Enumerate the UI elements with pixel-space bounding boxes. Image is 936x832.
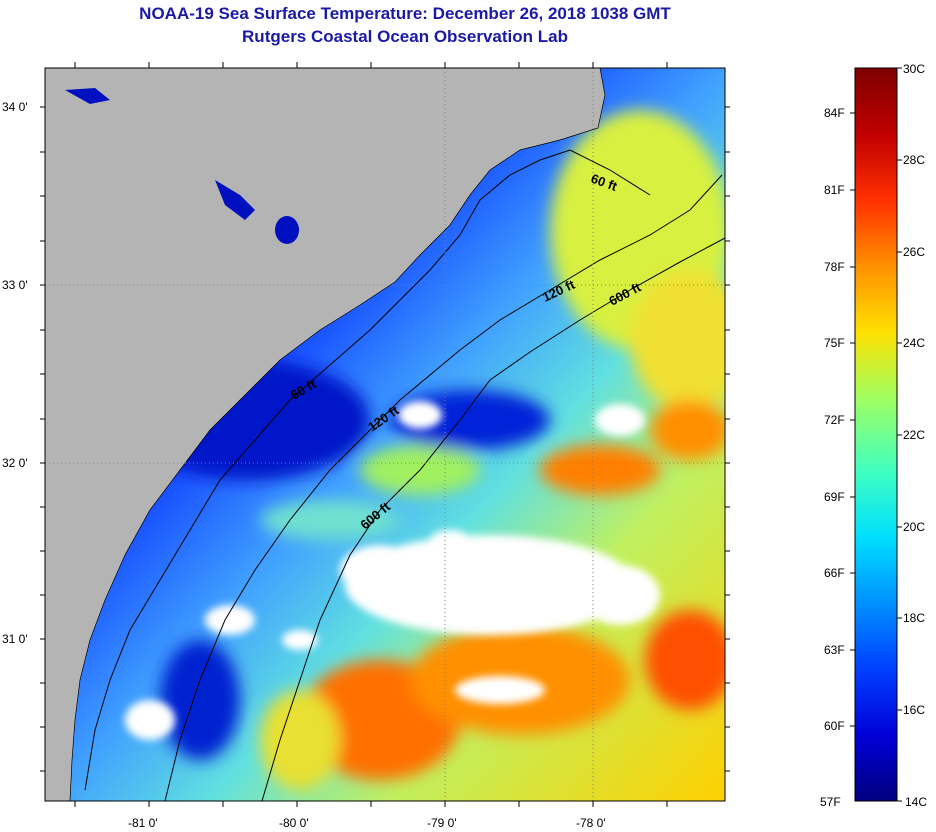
axis-ticks bbox=[40, 62, 730, 807]
lat-label: 34 0' bbox=[2, 100, 28, 114]
colorbar-scale bbox=[854, 67, 898, 802]
sst-patches bbox=[130, 110, 725, 790]
colorbar-c-label: 14C bbox=[905, 795, 928, 809]
colorbar-f-label: 72F bbox=[824, 413, 845, 427]
map-subtitle: Rutgers Coastal Ocean Observation Lab bbox=[242, 27, 568, 46]
colorbar-f-label: 60F bbox=[824, 719, 845, 733]
inland-lake bbox=[275, 216, 299, 244]
inland-water bbox=[65, 88, 110, 104]
colorbar-f-label: 57F bbox=[820, 795, 841, 809]
lat-label: 33 0' bbox=[2, 278, 28, 292]
colorbar-f-label: 63F bbox=[824, 643, 845, 657]
lat-label: 31 0' bbox=[2, 632, 28, 646]
isobath-120ft bbox=[164, 174, 723, 801]
map-title: NOAA-19 Sea Surface Temperature: Decembe… bbox=[139, 4, 671, 23]
colorbar-c-label: 28C bbox=[903, 153, 926, 167]
map-frame bbox=[44, 67, 726, 802]
cloud-mask bbox=[125, 401, 660, 740]
colorbar-ticks bbox=[850, 67, 902, 802]
colorbar-c-label: 18C bbox=[903, 611, 926, 625]
lon-label: -80 0' bbox=[279, 816, 309, 830]
colorbar-f-label: 66F bbox=[824, 566, 845, 580]
colorbar-c-label: 20C bbox=[903, 520, 926, 534]
inland-water bbox=[215, 180, 255, 220]
colorbar-f-label: 75F bbox=[824, 336, 845, 350]
colorbar-f-label: 84F bbox=[824, 106, 845, 120]
graticule bbox=[45, 68, 725, 801]
colorbar-f-label: 81F bbox=[824, 183, 845, 197]
lon-label: -79 0' bbox=[427, 816, 457, 830]
isobath-60ft bbox=[84, 149, 651, 791]
sst-map: 60 ft 120 ft 600 ft 60 ft 120 ft 600 ft bbox=[40, 62, 730, 807]
colorbar-f-label: 78F bbox=[824, 260, 845, 274]
lon-label: -81 0' bbox=[128, 816, 158, 830]
colorbar-c-label: 24C bbox=[903, 336, 926, 350]
land-area bbox=[45, 68, 606, 801]
colorbar-c-label: 22C bbox=[903, 428, 926, 442]
isobath-600ft bbox=[261, 237, 725, 801]
colorbar-c-label: 30C bbox=[903, 62, 926, 76]
colorbar-f-label: 69F bbox=[824, 490, 845, 504]
lat-label: 32 0' bbox=[2, 456, 28, 470]
colorbar-c-label: 16C bbox=[903, 703, 926, 717]
lon-label: -78 0' bbox=[576, 816, 606, 830]
colorbar-c-label: 26C bbox=[903, 245, 926, 259]
